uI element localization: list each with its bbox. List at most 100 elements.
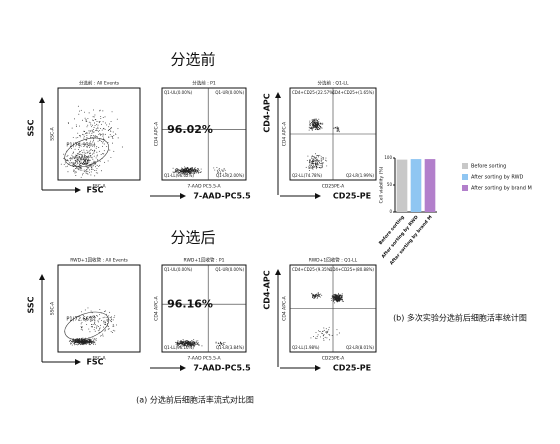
event-dot bbox=[75, 157, 77, 159]
event-dot bbox=[79, 164, 81, 166]
event-dot bbox=[187, 168, 189, 170]
event-dot bbox=[97, 124, 99, 126]
bar bbox=[396, 159, 408, 212]
event-dot bbox=[106, 316, 108, 318]
event-dot bbox=[316, 338, 318, 339]
event-dot bbox=[314, 127, 316, 129]
event-dot bbox=[311, 164, 313, 166]
event-dot bbox=[314, 126, 316, 128]
event-dot bbox=[77, 168, 79, 170]
axis-label: SSC bbox=[27, 119, 36, 136]
event-dot bbox=[311, 127, 313, 129]
event-dot bbox=[93, 314, 95, 316]
event-dot bbox=[103, 322, 105, 324]
event-dot bbox=[315, 162, 317, 164]
event-dot bbox=[82, 159, 84, 161]
event-dot bbox=[311, 119, 313, 121]
event-dot bbox=[218, 343, 220, 345]
event-dot bbox=[72, 137, 74, 138]
event-dot bbox=[94, 324, 96, 326]
event-dot bbox=[185, 345, 187, 347]
event-dot bbox=[191, 343, 192, 344]
event-dot bbox=[89, 169, 91, 171]
event-dot bbox=[76, 143, 78, 145]
event-dot bbox=[85, 156, 87, 158]
event-dot bbox=[87, 338, 89, 340]
event-dot bbox=[314, 296, 316, 298]
event-dot bbox=[85, 160, 87, 162]
event-dot bbox=[338, 332, 340, 334]
event-dot bbox=[96, 315, 98, 317]
event-dot bbox=[96, 315, 98, 317]
event-dot bbox=[94, 320, 96, 322]
event-dot bbox=[89, 319, 91, 321]
event-dot bbox=[86, 323, 88, 325]
event-dot bbox=[89, 339, 91, 341]
event-dot bbox=[91, 167, 93, 169]
event-dot bbox=[89, 147, 91, 148]
event-dot bbox=[331, 295, 333, 297]
event-dot bbox=[100, 170, 102, 172]
event-dot bbox=[76, 167, 78, 169]
event-dot bbox=[189, 341, 191, 343]
event-dot bbox=[313, 163, 314, 165]
event-dot bbox=[94, 149, 96, 151]
event-dot bbox=[94, 323, 95, 324]
event-dot bbox=[97, 159, 99, 161]
event-dot bbox=[90, 342, 92, 344]
event-dot bbox=[95, 166, 96, 168]
event-dot bbox=[91, 164, 93, 166]
panel-title: 分选前 bbox=[170, 51, 215, 69]
event-dot bbox=[75, 168, 77, 169]
event-dot bbox=[177, 340, 179, 342]
event-dot bbox=[216, 166, 218, 168]
event-dot bbox=[110, 121, 112, 123]
event-dot bbox=[191, 342, 193, 344]
event-dot bbox=[185, 174, 187, 176]
plot-header: RWD+1回收管 : All Events bbox=[70, 257, 128, 264]
event-dot bbox=[83, 169, 85, 171]
event-dot bbox=[177, 343, 179, 345]
event-dot bbox=[76, 153, 78, 154]
event-dot bbox=[315, 160, 317, 162]
event-dot bbox=[179, 169, 180, 171]
event-dot bbox=[90, 124, 92, 126]
event-dot bbox=[85, 337, 87, 339]
event-dot bbox=[310, 337, 312, 339]
event-dot bbox=[102, 335, 104, 337]
event-dot bbox=[97, 154, 98, 156]
event-dot bbox=[103, 143, 105, 145]
event-dot bbox=[196, 169, 198, 171]
event-dot bbox=[63, 164, 65, 166]
event-dot bbox=[185, 169, 187, 171]
quadrant-label: Q2-LL(1.98%) bbox=[292, 345, 320, 350]
event-dot bbox=[101, 335, 103, 336]
event-dot bbox=[77, 149, 79, 151]
event-dot bbox=[103, 311, 105, 313]
event-dot bbox=[310, 167, 312, 169]
event-dot bbox=[93, 155, 95, 157]
event-dot bbox=[70, 339, 72, 341]
event-dot bbox=[85, 132, 87, 134]
event-dot bbox=[90, 148, 92, 150]
event-dot bbox=[322, 331, 324, 333]
event-dot bbox=[63, 153, 65, 155]
event-dot bbox=[182, 344, 184, 346]
axis-small-label: SSC-A bbox=[50, 301, 56, 315]
event-dot bbox=[106, 146, 108, 147]
event-dot bbox=[104, 322, 106, 324]
event-dot bbox=[336, 296, 338, 297]
event-dot bbox=[188, 343, 190, 345]
event-dot bbox=[85, 161, 87, 163]
event-dot bbox=[317, 162, 318, 164]
bar bbox=[410, 159, 422, 212]
event-dot bbox=[67, 160, 69, 162]
event-dot bbox=[223, 343, 225, 345]
event-dot bbox=[189, 169, 191, 171]
event-dot bbox=[181, 172, 183, 174]
event-dot bbox=[322, 158, 324, 160]
event-dot bbox=[193, 344, 195, 346]
event-dot bbox=[177, 170, 178, 172]
event-dot bbox=[110, 321, 112, 323]
event-dot bbox=[316, 160, 318, 162]
